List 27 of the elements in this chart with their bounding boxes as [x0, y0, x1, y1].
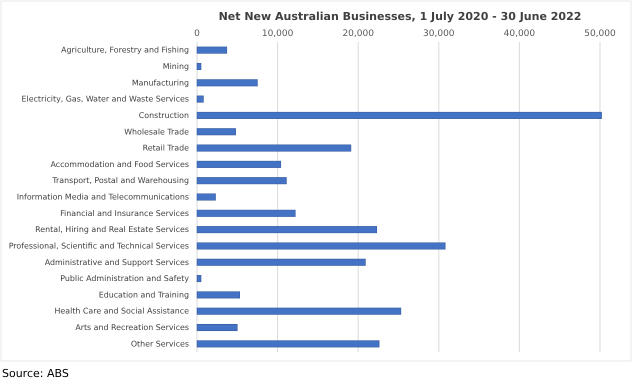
bar — [196, 291, 240, 298]
bar — [196, 160, 282, 168]
bar — [196, 324, 238, 332]
bar — [196, 340, 380, 348]
source-note: Source: ABS — [2, 367, 69, 380]
bar — [196, 275, 202, 282]
bar — [196, 210, 296, 217]
bar — [196, 226, 377, 234]
x-tick-label: 0 — [194, 29, 200, 39]
bar — [196, 112, 602, 119]
x-tick-label: 50,000 — [584, 29, 616, 39]
bar — [196, 128, 236, 136]
x-tick-label: 20,000 — [342, 29, 374, 39]
x-tick-label: 40,000 — [504, 29, 536, 39]
bar — [196, 242, 446, 250]
chart-title: Net New Australian Businesses, 1 July 2020 - 30 June 2022 — [218, 10, 582, 23]
bar — [196, 96, 204, 103]
bar — [196, 177, 287, 184]
bar — [196, 144, 352, 152]
bar — [196, 193, 216, 201]
bar — [196, 46, 228, 54]
bar — [196, 258, 366, 266]
bar — [196, 62, 202, 70]
x-tick-label: 30,000 — [423, 29, 455, 39]
x-tick-label: 10,000 — [262, 29, 294, 39]
bar — [196, 79, 258, 86]
bar — [196, 308, 402, 315]
